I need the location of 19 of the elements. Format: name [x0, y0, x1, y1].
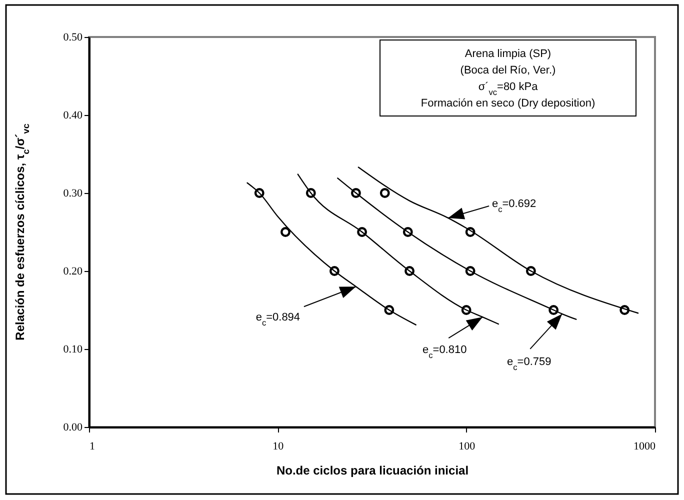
x-tick-label: 1	[90, 440, 95, 452]
annotation: Arena limpia (SP)	[464, 48, 552, 60]
annotation: e$_{c}$=0.759	[507, 356, 552, 372]
y-tick-label: 0.50	[63, 32, 83, 44]
annotation: Formación en seco (Dry deposition)	[420, 98, 596, 110]
y-tick-label: 0.30	[63, 188, 83, 200]
x-tick-label: 1000	[634, 440, 656, 452]
annotation: e$_{c}$=0.692	[492, 198, 536, 214]
y-tick-label: 0.20	[63, 266, 83, 278]
x-tick-label: 100	[458, 440, 476, 452]
annotation: σ´$_{vc}$=80 kPa	[478, 81, 539, 96]
annotation: (Boca del Río, Ver.)	[460, 64, 556, 76]
y-tick-label: 0.10	[63, 344, 83, 356]
y-tick-label: 0.40	[63, 110, 83, 122]
x-tick-label: 10	[272, 440, 284, 452]
y-tick-label: 0.00	[63, 422, 83, 434]
annotation: e$_{c}$=0.810	[422, 344, 467, 360]
annotation: e$_{c}$=0.894	[256, 312, 300, 328]
x-axis-title: No.de ciclos para licuación inicial	[276, 464, 469, 478]
